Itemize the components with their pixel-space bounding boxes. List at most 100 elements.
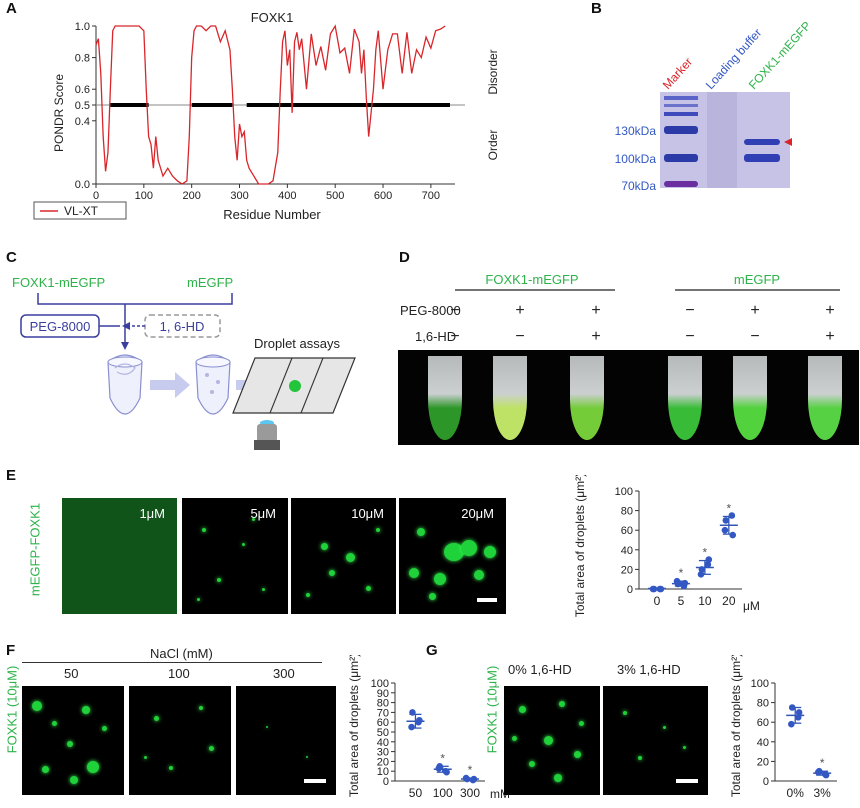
x-tick-label: 200 (182, 190, 200, 202)
tube-icon-2 (195, 354, 231, 415)
y-tick-label: 0 (383, 776, 389, 788)
tube (668, 356, 702, 440)
data-point (416, 716, 423, 724)
significance-star: * (703, 546, 708, 560)
data-point (704, 561, 712, 568)
data-point (721, 526, 729, 534)
significance-star: * (468, 763, 473, 777)
y-tick-label: 40 (377, 737, 389, 749)
nacl-header: NaCl (mM) (150, 646, 213, 661)
side-label-f: FOXK1 (10μM) (4, 665, 20, 754)
data-point (794, 714, 802, 721)
marker-130: 130kDa (615, 124, 657, 138)
arrow-icon (150, 372, 190, 398)
y-tick-label: 60 (621, 525, 633, 537)
micrograph-10um: 10μM (291, 498, 396, 614)
gel-panel: Marker Loading buffer FOXK1-mEGFP 130kDa… (615, 19, 814, 193)
hd-label: 1, 6-HD (160, 319, 205, 334)
marker-band-130 (664, 126, 698, 134)
peg-sign: − (450, 302, 459, 319)
y-tick-label: 40 (757, 737, 769, 749)
row-label-hd: 1,6-HD (415, 329, 456, 344)
data-point (822, 771, 830, 779)
significance-star: * (820, 756, 825, 770)
unit-label: μM (743, 599, 760, 613)
data-point (722, 517, 730, 524)
peg-sign: + (750, 302, 759, 319)
y-tick-label: 0.4 (75, 116, 90, 128)
hd-sign: − (685, 328, 694, 345)
x-tick-label: 100 (135, 190, 153, 202)
x-tick-label: 3% (814, 786, 832, 800)
tube (733, 356, 767, 440)
x-tick-label: 0 (654, 594, 661, 608)
conc-label: 10μM (351, 506, 384, 521)
conc-label: 20μM (461, 506, 494, 521)
y-tick-label: 0 (763, 776, 769, 788)
tube (493, 356, 527, 440)
data-point (705, 556, 713, 563)
y-tick-label: 60 (377, 717, 389, 729)
lane-label-marker: Marker (660, 55, 695, 92)
panel-label-a: A (6, 0, 17, 17)
panel-label-d: D (399, 249, 410, 266)
workflow-diagram: FOXK1-mEGFP mEGFP PEG-8000 1, 6-HD Dropl… (12, 275, 356, 450)
tube (808, 356, 842, 440)
conc-label: 5μM (250, 506, 276, 521)
tube-assay-panel: FOXK1-mEGFP mEGFP PEG-8000 1,6-HD − + + − + +… (400, 272, 840, 345)
scale-bar (676, 779, 698, 783)
scale-bar (477, 598, 497, 602)
micrograph-hd-0 (504, 686, 600, 795)
hd-sign: − (450, 328, 459, 345)
y-tick-label: 50 (377, 727, 389, 739)
y-axis-label: Total area of droplets (μm²) (347, 655, 361, 797)
x-tick-label: 0% (787, 786, 805, 800)
y-tick-label: 20 (377, 756, 389, 768)
nacl-100: 100 (168, 666, 190, 681)
objective-icon (254, 420, 280, 450)
group-megfp: mEGFP (734, 272, 780, 287)
hd-3-label: 3% 1,6-HD (617, 662, 681, 677)
y-axis-label: PONDR Score (52, 74, 66, 152)
y-tick-label: 100 (371, 678, 389, 690)
y-tick-label: 20 (757, 756, 769, 768)
data-point (788, 704, 796, 711)
data-point (728, 512, 736, 519)
x-tick-label: 300 (230, 190, 248, 202)
x-tick-label: 300 (460, 786, 480, 800)
y-tick-label: 80 (621, 506, 633, 518)
micrograph-20um: 20μM (399, 498, 506, 614)
pondr-chart: FOXK1 0 100 200 300 400 500 600 700 0.0 0.4 0.5 0.6… (33, 10, 500, 222)
y-tick-label: 0 (627, 584, 633, 596)
x-tick-label: 20 (722, 594, 736, 608)
panel-label-b: B (591, 0, 602, 17)
data-point (462, 774, 470, 782)
y-tick-label: 40 (621, 545, 633, 557)
side-label-g: FOXK1 (10μM) (484, 665, 500, 754)
hd-sign: − (750, 328, 759, 345)
hd-sign: − (515, 328, 524, 345)
x-tick-label: 50 (409, 786, 423, 800)
conc-label: 1μM (139, 506, 165, 521)
panel-label-c: C (6, 249, 17, 266)
peg-sign: + (825, 302, 834, 319)
chart-title: FOXK1 (251, 10, 294, 25)
disorder-label: Disorder (486, 49, 500, 94)
data-point (443, 768, 450, 776)
y-tick-label: 0.8 (75, 53, 90, 65)
nacl-50: 50 (64, 666, 79, 681)
tube (428, 356, 462, 440)
hd-sign: + (591, 328, 600, 345)
data-point (795, 709, 803, 716)
data-point (657, 585, 665, 593)
x-tick-label: 0 (93, 190, 99, 202)
data-point (697, 571, 705, 578)
data-point (673, 577, 681, 585)
data-point (788, 720, 795, 728)
significance-star: * (440, 751, 445, 765)
y-tick-label: 1.0 (75, 21, 90, 33)
data-point (814, 768, 822, 776)
y-tick-label: 70 (377, 707, 389, 719)
data-point (408, 723, 415, 731)
y-axis-label: Total area of droplets (μm²) (573, 475, 587, 617)
